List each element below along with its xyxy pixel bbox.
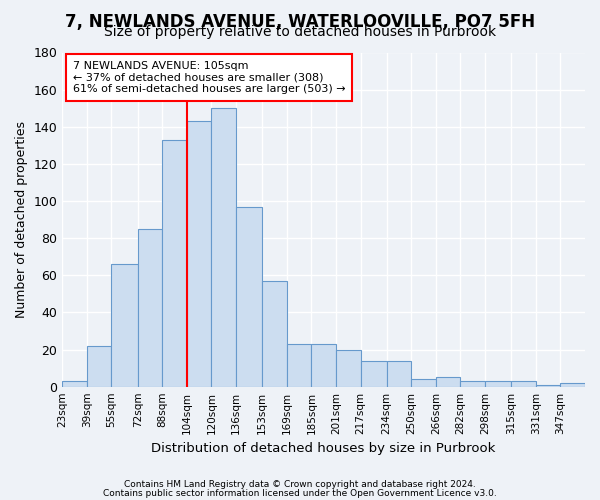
Bar <box>386 360 411 386</box>
Text: Size of property relative to detached houses in Purbrook: Size of property relative to detached ho… <box>104 25 496 39</box>
Text: 7 NEWLANDS AVENUE: 105sqm
← 37% of detached houses are smaller (308)
61% of semi: 7 NEWLANDS AVENUE: 105sqm ← 37% of detac… <box>73 61 346 94</box>
Bar <box>436 378 460 386</box>
Bar <box>162 140 187 386</box>
Y-axis label: Number of detached properties: Number of detached properties <box>15 121 28 318</box>
Bar <box>411 380 436 386</box>
Bar <box>485 381 511 386</box>
Bar <box>336 350 361 387</box>
X-axis label: Distribution of detached houses by size in Purbrook: Distribution of detached houses by size … <box>151 442 496 455</box>
Bar <box>112 264 137 386</box>
Bar <box>262 281 287 386</box>
Bar <box>87 346 112 387</box>
Bar <box>311 344 336 387</box>
Bar <box>511 381 536 386</box>
Bar <box>287 344 311 387</box>
Bar <box>236 206 262 386</box>
Bar <box>187 121 211 386</box>
Bar <box>361 360 386 386</box>
Text: 7, NEWLANDS AVENUE, WATERLOOVILLE, PO7 5FH: 7, NEWLANDS AVENUE, WATERLOOVILLE, PO7 5… <box>65 12 535 30</box>
Text: Contains public sector information licensed under the Open Government Licence v3: Contains public sector information licen… <box>103 488 497 498</box>
Bar <box>62 381 87 386</box>
Bar <box>137 229 162 386</box>
Bar <box>560 383 585 386</box>
Text: Contains HM Land Registry data © Crown copyright and database right 2024.: Contains HM Land Registry data © Crown c… <box>124 480 476 489</box>
Bar <box>536 385 560 386</box>
Bar <box>460 381 485 386</box>
Bar <box>211 108 236 386</box>
